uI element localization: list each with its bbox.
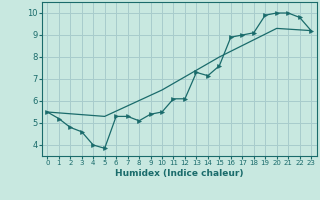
X-axis label: Humidex (Indice chaleur): Humidex (Indice chaleur) — [115, 169, 244, 178]
